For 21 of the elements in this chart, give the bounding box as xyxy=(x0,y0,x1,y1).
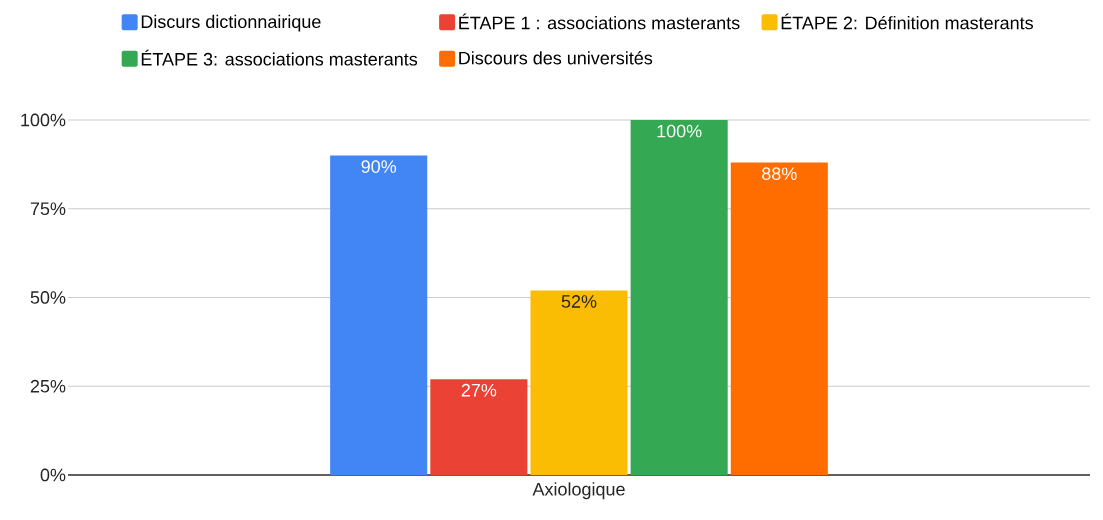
bar xyxy=(630,119,728,475)
data-label: 88% xyxy=(762,167,797,181)
legend-label: Discurs dictionnairique xyxy=(141,14,321,32)
y-tick-label: 100% xyxy=(21,113,66,127)
data-label: 52% xyxy=(561,295,597,308)
legend-label: ÉTAPE 1 : associations masterants xyxy=(459,13,740,30)
legend-label: ÉTAPE 2: Définition masterants xyxy=(781,13,1033,30)
legend-label: Discours des universités xyxy=(459,51,653,65)
bar xyxy=(730,162,828,475)
bar xyxy=(530,290,628,475)
y-tick-label: 25% xyxy=(30,379,66,393)
data-label: 100% xyxy=(657,124,702,138)
data-label: 90% xyxy=(361,160,397,173)
x-tick-label: Axiologique xyxy=(532,482,625,500)
bar xyxy=(330,155,428,475)
bar xyxy=(430,379,528,475)
y-tick-label: 75% xyxy=(30,202,66,216)
y-tick-label: 0% xyxy=(40,468,66,482)
data-label: 27% xyxy=(461,383,497,397)
y-tick-label: 50% xyxy=(30,291,66,304)
legend-label: ÉTAPE 3: associations masterants xyxy=(141,49,418,66)
